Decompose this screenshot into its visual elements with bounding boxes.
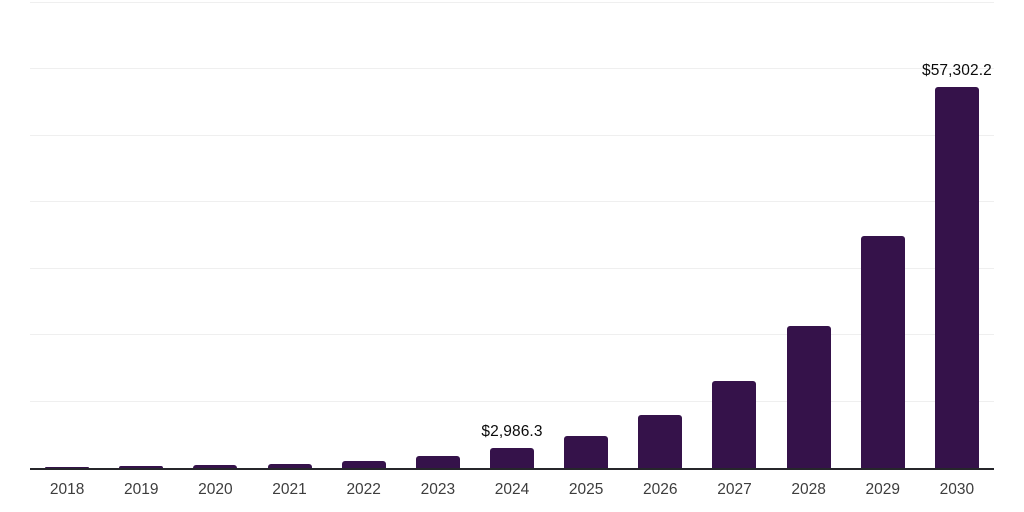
bar-slot-2019 (104, 3, 178, 468)
gridline-10000 (30, 400, 994, 402)
bar-slot-2026 (623, 3, 697, 468)
bar-slot-2029 (846, 3, 920, 468)
bar-slot-2028 (772, 3, 846, 468)
bar-slot-2023 (401, 3, 475, 468)
bar-2030 (934, 87, 979, 468)
x-tick-label-2028: 2028 (791, 481, 826, 498)
gridline-60000 (30, 68, 994, 70)
bar-slot-2022 (327, 3, 401, 468)
bar-slot-2021 (252, 3, 326, 468)
x-tick-label-2026: 2026 (643, 481, 678, 498)
x-tick-label-2020: 2020 (198, 481, 233, 498)
x-tick-label-2024: 2024 (494, 481, 530, 498)
bar-2026 (638, 414, 683, 468)
x-tick-label-2025: 2025 (568, 481, 604, 498)
x-tick-label-2022: 2022 (346, 481, 381, 498)
bar-2028 (786, 325, 831, 468)
bar-slot-2030: $57,302.2 (920, 3, 994, 468)
gridline-50000 (30, 134, 994, 136)
x-tick-label-2023: 2023 (420, 481, 456, 498)
bar-value-label-2030: $57,302.2 (921, 62, 992, 80)
bar-slot-2020 (178, 3, 252, 468)
bar-2018 (45, 467, 90, 468)
bar-slot-2025 (549, 3, 623, 468)
bar-2022 (341, 460, 386, 468)
gridline-20000 (30, 334, 994, 336)
x-axis: 2018 2019 2020 2021 2022 2023 2024 2025 2026 2027… (30, 481, 994, 503)
gridline-40000 (30, 201, 994, 203)
bar-2020 (193, 465, 238, 468)
bar-slot-2024: $2,986.3 (475, 3, 549, 468)
x-tick-label-2027: 2027 (717, 481, 752, 498)
x-tick-label-2019: 2019 (123, 481, 159, 498)
bar-slot-2027 (697, 3, 771, 468)
bar-2029 (860, 235, 905, 468)
x-tick-label-2021: 2021 (272, 481, 307, 498)
bar-slot-2018 (30, 3, 104, 468)
bar-2027 (712, 381, 757, 468)
bar-2024 (489, 448, 534, 468)
x-tick-label-2029: 2029 (865, 481, 900, 498)
bar-2021 (267, 463, 312, 468)
bar-2023 (415, 456, 460, 468)
bar-2025 (564, 435, 609, 468)
gridline-70000 (30, 2, 994, 3)
bar-value-label-2024: $2,986.3 (481, 423, 543, 441)
bar-2019 (119, 466, 164, 468)
x-tick-label-2030: 2030 (939, 481, 975, 498)
x-tick-label-2018: 2018 (49, 481, 85, 498)
plot-area: $2,986.3 $57,302.2 (30, 2, 994, 470)
gridline-30000 (30, 267, 994, 269)
